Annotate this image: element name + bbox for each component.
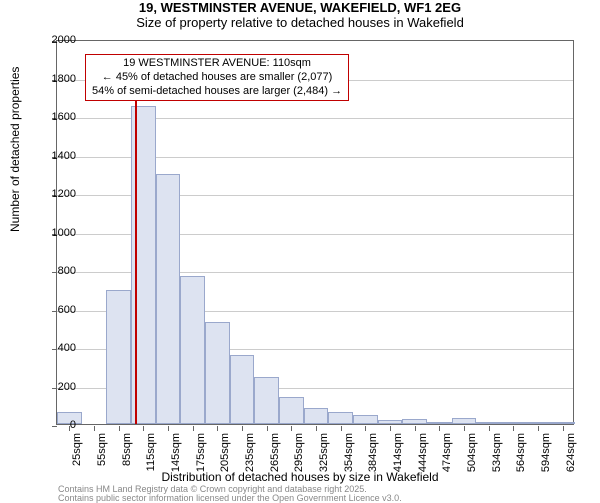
y-tick bbox=[52, 311, 57, 312]
x-tick-label: 25sqm bbox=[71, 433, 83, 473]
y-tick-label: 1600 bbox=[52, 111, 76, 123]
histogram-bar bbox=[427, 422, 452, 424]
y-tick-label: 1400 bbox=[52, 150, 76, 162]
histogram-bar bbox=[254, 377, 279, 424]
histogram-bar bbox=[550, 422, 575, 424]
x-tick-label: 474sqm bbox=[441, 433, 453, 473]
x-axis-title: Distribution of detached houses by size … bbox=[0, 470, 600, 484]
y-tick bbox=[52, 272, 57, 273]
y-tick bbox=[52, 388, 57, 389]
property-marker-line bbox=[135, 97, 137, 424]
histogram-bar bbox=[501, 422, 526, 424]
x-tick-label: 295sqm bbox=[293, 433, 305, 473]
x-tick bbox=[464, 426, 465, 431]
x-tick bbox=[415, 426, 416, 431]
x-tick-label: 564sqm bbox=[515, 433, 527, 473]
histogram-bar bbox=[328, 412, 353, 424]
x-tick-label: 205sqm bbox=[219, 433, 231, 473]
x-tick-label: 534sqm bbox=[491, 433, 503, 473]
x-tick-label: 145sqm bbox=[170, 433, 182, 473]
histogram-bar bbox=[452, 418, 477, 424]
y-tick-label: 1000 bbox=[52, 227, 76, 239]
histogram-bar bbox=[279, 397, 304, 424]
x-tick-label: 354sqm bbox=[343, 433, 355, 473]
x-tick bbox=[341, 426, 342, 431]
y-tick-label: 800 bbox=[58, 265, 76, 277]
x-tick-label: 594sqm bbox=[540, 433, 552, 473]
histogram-bar bbox=[230, 355, 255, 424]
x-tick bbox=[513, 426, 514, 431]
y-tick-label: 600 bbox=[58, 304, 76, 316]
credit-line-2: Contains public sector information licen… bbox=[58, 493, 402, 503]
x-tick-label: 504sqm bbox=[466, 433, 478, 473]
chart-title: 19, WESTMINSTER AVENUE, WAKEFIELD, WF1 2… bbox=[0, 0, 600, 15]
histogram-bar bbox=[304, 408, 329, 424]
histogram-bar bbox=[526, 422, 551, 424]
x-tick-label: 55sqm bbox=[96, 433, 108, 473]
histogram-bar bbox=[156, 174, 181, 424]
x-tick-label: 85sqm bbox=[121, 433, 133, 473]
histogram-bar bbox=[353, 415, 378, 424]
y-tick-label: 2000 bbox=[52, 34, 76, 46]
x-tick bbox=[143, 426, 144, 431]
x-tick bbox=[267, 426, 268, 431]
x-tick-label: 235sqm bbox=[244, 433, 256, 473]
x-tick bbox=[390, 426, 391, 431]
x-tick-label: 624sqm bbox=[565, 433, 577, 473]
x-tick bbox=[217, 426, 218, 431]
x-tick-label: 115sqm bbox=[145, 433, 157, 473]
y-tick-label: 1800 bbox=[52, 73, 76, 85]
annot-line-2: ← 45% of detached houses are smaller (2,… bbox=[92, 71, 342, 85]
x-tick bbox=[193, 426, 194, 431]
y-tick-label: 1200 bbox=[52, 188, 76, 200]
x-tick bbox=[538, 426, 539, 431]
histogram-bar bbox=[402, 419, 427, 424]
x-tick-label: 175sqm bbox=[195, 433, 207, 473]
x-tick bbox=[94, 426, 95, 431]
x-tick bbox=[439, 426, 440, 431]
histogram-bar bbox=[180, 276, 205, 424]
x-tick bbox=[365, 426, 366, 431]
x-tick-label: 384sqm bbox=[367, 433, 379, 473]
x-tick bbox=[242, 426, 243, 431]
x-tick-label: 414sqm bbox=[392, 433, 404, 473]
x-tick-label: 325sqm bbox=[318, 433, 330, 473]
histogram-bar bbox=[378, 420, 403, 424]
chart-subtitle: Size of property relative to detached ho… bbox=[0, 15, 600, 30]
histogram-bar bbox=[476, 422, 501, 424]
histogram-bar bbox=[205, 322, 230, 424]
plot-area: 25sqm55sqm85sqm115sqm145sqm175sqm205sqm2… bbox=[56, 40, 574, 425]
x-tick bbox=[563, 426, 564, 431]
x-tick-label: 265sqm bbox=[269, 433, 281, 473]
histogram-bar bbox=[106, 290, 131, 424]
y-tick bbox=[52, 349, 57, 350]
annotation-box: 19 WESTMINSTER AVENUE: 110sqm← 45% of de… bbox=[85, 54, 349, 101]
chart-area: 25sqm55sqm85sqm115sqm145sqm175sqm205sqm2… bbox=[56, 40, 574, 425]
x-tick bbox=[316, 426, 317, 431]
x-tick-label: 444sqm bbox=[417, 433, 429, 473]
y-tick-label: 0 bbox=[70, 419, 76, 431]
x-tick bbox=[168, 426, 169, 431]
y-tick-label: 200 bbox=[58, 381, 76, 393]
x-tick bbox=[291, 426, 292, 431]
y-tick-label: 400 bbox=[58, 342, 76, 354]
annot-line-1: 19 WESTMINSTER AVENUE: 110sqm bbox=[92, 57, 342, 71]
y-axis-title: Number of detached properties bbox=[8, 67, 22, 232]
annot-line-3: 54% of semi-detached houses are larger (… bbox=[92, 85, 342, 99]
x-tick bbox=[489, 426, 490, 431]
y-tick bbox=[52, 426, 57, 427]
x-tick bbox=[119, 426, 120, 431]
